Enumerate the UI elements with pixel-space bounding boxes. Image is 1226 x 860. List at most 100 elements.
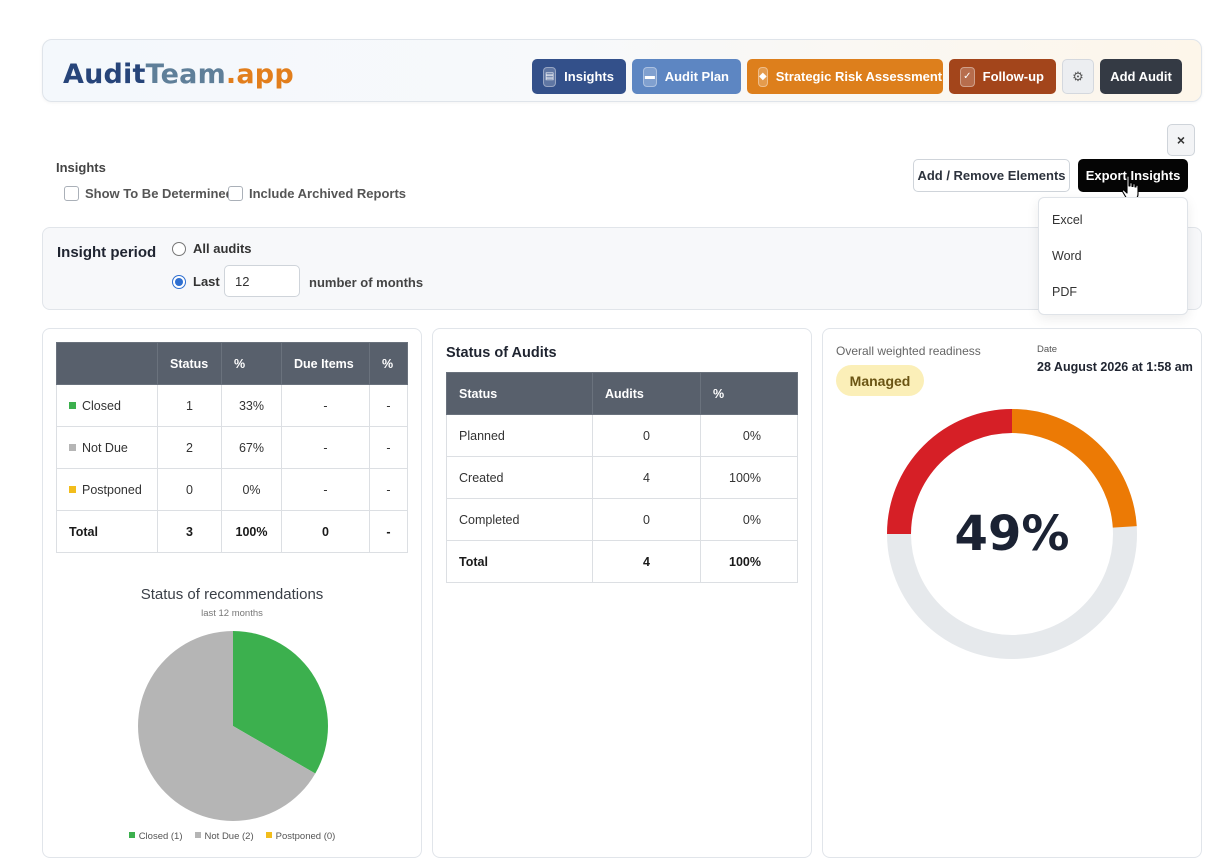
total-row: Total 3 100% 0 -	[56, 510, 408, 553]
total-row: Total 4 100%	[446, 540, 798, 583]
export-insights-button[interactable]: Export Insights	[1078, 159, 1188, 192]
legend-item-closed[interactable]: Closed (1)	[128, 831, 183, 842]
table-cell: 100%	[221, 510, 282, 553]
readiness-label: Overall weighted readiness	[836, 344, 981, 358]
table-cell: 0%	[700, 498, 798, 541]
diamond-icon: ◆	[758, 66, 768, 87]
table-cell: 3	[157, 510, 222, 553]
calendar-icon: ▬	[643, 66, 657, 87]
table-header: Due Items	[281, 342, 370, 385]
all-audits-radio[interactable]: All audits	[172, 241, 252, 256]
audits-status-card: Status of Audits Status Audits % Planned…	[432, 328, 812, 858]
legend-swatch	[128, 832, 135, 838]
table-cell: 4	[592, 456, 701, 499]
closed-swatch	[69, 401, 76, 409]
section-title: Insights	[56, 160, 106, 175]
legend-item-postponed[interactable]: Postponed (0)	[265, 831, 335, 842]
legend-swatch	[265, 832, 272, 838]
table-cell: 0	[592, 498, 701, 541]
table-cell: 100%	[700, 456, 798, 499]
chart-legend: Closed (1) Not Due (2) Postponed (0)	[43, 831, 421, 842]
legend-swatch	[194, 832, 201, 838]
insight-period-panel: Insight period All audits Last number of…	[42, 227, 1202, 310]
recommendations-pie-chart	[138, 631, 328, 821]
gauge-segment-orange	[1011, 409, 1137, 528]
table-cell: 0%	[221, 468, 282, 511]
table-cell: 0	[281, 510, 370, 553]
readiness-card: Overall weighted readiness Managed Date …	[822, 328, 1202, 858]
table-header: Audits	[592, 372, 701, 415]
table-header: Status	[157, 342, 222, 385]
pie-slice-closed[interactable]	[233, 631, 328, 774]
radio-button[interactable]	[172, 241, 186, 256]
table-header: %	[700, 372, 798, 415]
nav-strategic-risk-button[interactable]: ◆ Strategic Risk Assessment	[747, 59, 943, 94]
include-archived-checkbox[interactable]: Include Archived Reports	[228, 184, 406, 202]
export-pdf-item[interactable]: PDF	[1052, 285, 1077, 299]
table-row: Postponed 0 0% - -	[56, 468, 408, 511]
table-cell: -	[369, 384, 408, 427]
row-label: Postponed	[56, 468, 158, 511]
checkbox-box[interactable]	[228, 185, 243, 201]
checkbox-box[interactable]	[64, 185, 79, 201]
months-input[interactable]	[224, 265, 300, 297]
table-cell: 100%	[700, 540, 798, 583]
chart-subtitle: last 12 months	[201, 608, 263, 619]
date-label: Date	[1037, 344, 1058, 355]
table-header: Status	[446, 372, 593, 415]
app-header: AuditTeam.app ▤ Insights ▬ Audit Plan ◆ …	[42, 39, 1202, 102]
close-button[interactable]: ×	[1167, 124, 1195, 156]
table-header: %	[369, 342, 408, 385]
months-label: number of months	[309, 275, 424, 290]
app-logo[interactable]: AuditTeam.app	[63, 59, 294, 90]
table-row: Not Due 2 67% - -	[56, 426, 408, 469]
table-cell: 0	[592, 414, 701, 457]
table-row: Completed 0 0%	[446, 498, 798, 541]
nav-follow-up-button[interactable]: ✓ Follow-up	[949, 59, 1056, 94]
radio-button[interactable]	[172, 274, 186, 289]
table-cell: -	[281, 426, 370, 469]
table-cell: -	[369, 468, 408, 511]
last-months-radio[interactable]: Last	[172, 274, 220, 289]
table-row: Created 4 100%	[446, 456, 798, 499]
table-cell: 4	[592, 540, 701, 583]
table-row: Closed 1 33% - -	[56, 384, 408, 427]
row-label: Not Due	[56, 426, 158, 469]
show-tbd-checkbox[interactable]: Show To Be Determined	[64, 184, 234, 202]
table-header: %	[221, 342, 282, 385]
table-cell: Planned	[446, 414, 593, 457]
nav-audit-plan-button[interactable]: ▬ Audit Plan	[632, 59, 741, 94]
table-cell: 0%	[700, 414, 798, 457]
audits-status-table: Status Audits % Planned 0 0% Created 4 1…	[446, 372, 798, 583]
not-due-swatch	[69, 443, 76, 451]
postponed-swatch	[69, 485, 76, 493]
readiness-level-badge: Managed	[836, 365, 924, 396]
table-row: Planned 0 0%	[446, 414, 798, 457]
table-cell: 1	[157, 384, 222, 427]
export-menu: Excel Word PDF	[1038, 197, 1188, 315]
row-label: Closed	[56, 384, 158, 427]
table-cell: 0	[157, 468, 222, 511]
table-cell: 2	[157, 426, 222, 469]
table-cell: Total	[56, 510, 158, 553]
chart-title: Status of recommendations	[140, 586, 324, 603]
readiness-percent: 49%	[954, 506, 1070, 562]
add-audit-button[interactable]: Add Audit	[1100, 59, 1182, 94]
table-cell: -	[369, 426, 408, 469]
table-cell: Created	[446, 456, 593, 499]
settings-button[interactable]: ⚙	[1062, 59, 1094, 94]
export-excel-item[interactable]: Excel	[1052, 213, 1083, 227]
add-remove-elements-button[interactable]: Add / Remove Elements	[913, 159, 1070, 192]
nav-insights-button[interactable]: ▤ Insights	[532, 59, 626, 94]
recommendations-table: Status % Due Items % Closed 1 33% - - No…	[56, 342, 408, 553]
export-word-item[interactable]: Word	[1052, 249, 1082, 263]
table-cell: Total	[446, 540, 593, 583]
table-header	[56, 342, 158, 385]
table-cell: Completed	[446, 498, 593, 541]
table-cell: 67%	[221, 426, 282, 469]
legend-item-not-due[interactable]: Not Due (2)	[194, 831, 254, 842]
date-value: 28 August 2026 at 1:58 am	[1037, 360, 1193, 374]
readiness-gauge	[887, 409, 1137, 659]
table-cell: -	[281, 468, 370, 511]
pie-slice-not-due[interactable]	[138, 631, 316, 821]
